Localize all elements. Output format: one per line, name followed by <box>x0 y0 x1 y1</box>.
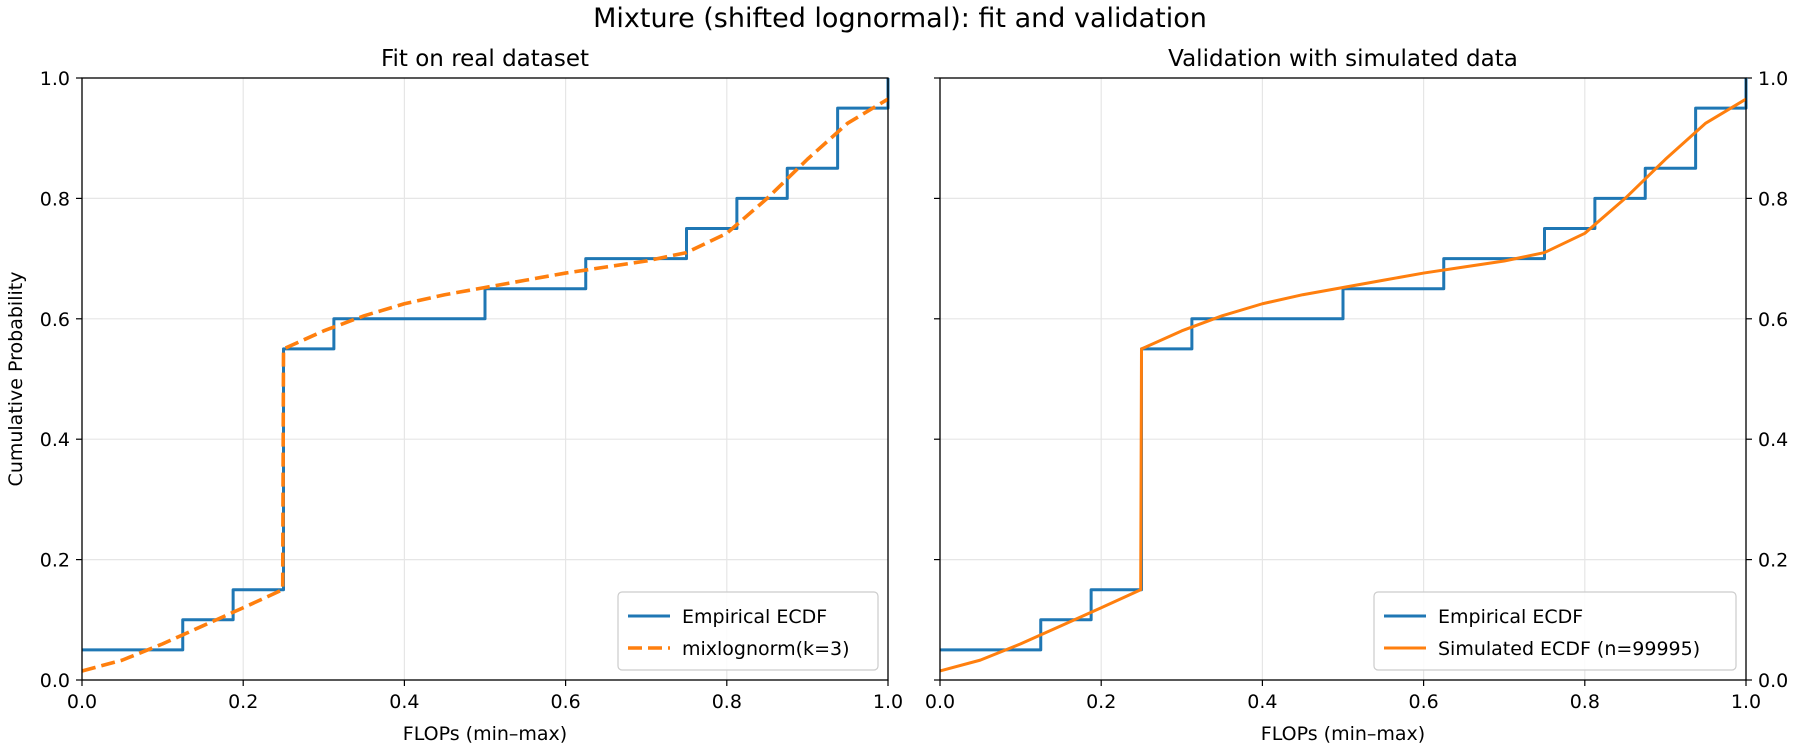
y-tick-label: 1.0 <box>1758 68 1788 90</box>
grid <box>81 77 889 681</box>
legend: Empirical ECDF Simulated ECDF (n=99995) <box>1373 591 1737 671</box>
x-tick-label: 0.0 <box>925 691 955 713</box>
x-tick-label: 1.0 <box>1731 691 1761 713</box>
legend-label-2: mixlognorm(k=3) <box>682 638 849 660</box>
x-axis-label: FLOPs (min–max) <box>403 723 567 745</box>
x-tick-label: 0.2 <box>1086 691 1116 713</box>
chart-panel-2: Validation with simulated data 0.0 0.2 0.4 0… <box>925 46 1788 745</box>
axes-frame <box>939 77 1747 681</box>
series-line-2 <box>939 97 1747 673</box>
legend: Empirical ECDF mixlognorm(k=3) <box>617 591 879 671</box>
x-tick-label: 0.8 <box>712 691 742 713</box>
chart-title: Fit on real dataset <box>381 46 589 72</box>
grid <box>939 77 1747 681</box>
legend-label-1: Empirical ECDF <box>1438 606 1583 628</box>
chart-title: Validation with simulated data <box>1168 46 1518 72</box>
axes-frame <box>81 77 889 681</box>
y-tick-label: 0.0 <box>40 670 70 692</box>
y-tick-label: 1.0 <box>40 68 70 90</box>
y-tick-label: 0.8 <box>40 188 70 210</box>
x-axis-label: FLOPs (min–max) <box>1261 723 1425 745</box>
y-tick-label: 0.6 <box>1758 309 1788 331</box>
x-tick-label: 0.6 <box>1408 691 1438 713</box>
series-line-2 <box>81 97 889 673</box>
y-tick-label: 0.0 <box>1758 670 1788 692</box>
y-tick-label: 0.4 <box>1758 429 1788 451</box>
x-tick-label: 0.0 <box>67 691 97 713</box>
legend-label-1: Empirical ECDF <box>682 606 827 628</box>
y-tick-label: 0.8 <box>1758 188 1788 210</box>
legend-box <box>1373 591 1737 671</box>
x-tick-label: 0.6 <box>550 691 580 713</box>
x-tick-label: 1.0 <box>873 691 903 713</box>
y-tick-label: 0.6 <box>40 309 70 331</box>
legend-box <box>617 591 879 671</box>
x-tick-label: 0.4 <box>389 691 419 713</box>
series-line-1 <box>940 78 1748 652</box>
y-tick-label: 0.2 <box>40 550 70 572</box>
x-tick-label: 0.2 <box>228 691 258 713</box>
y-axis-label: Cumulative Probability <box>5 272 27 487</box>
x-tick-label: 0.4 <box>1247 691 1277 713</box>
series-line-1 <box>82 78 890 652</box>
y-tick-label: 0.4 <box>40 429 70 451</box>
x-tick-label: 0.8 <box>1570 691 1600 713</box>
y-tick-label: 0.2 <box>1758 550 1788 572</box>
legend-label-2: Simulated ECDF (n=99995) <box>1438 638 1700 660</box>
figure-title: Mixture (shifted lognormal): fit and val… <box>593 3 1207 34</box>
chart-panel-1: Fit on real dataset 0.0 0.2 0.4 0.6 0.8 1.0 0.0… <box>5 46 903 745</box>
